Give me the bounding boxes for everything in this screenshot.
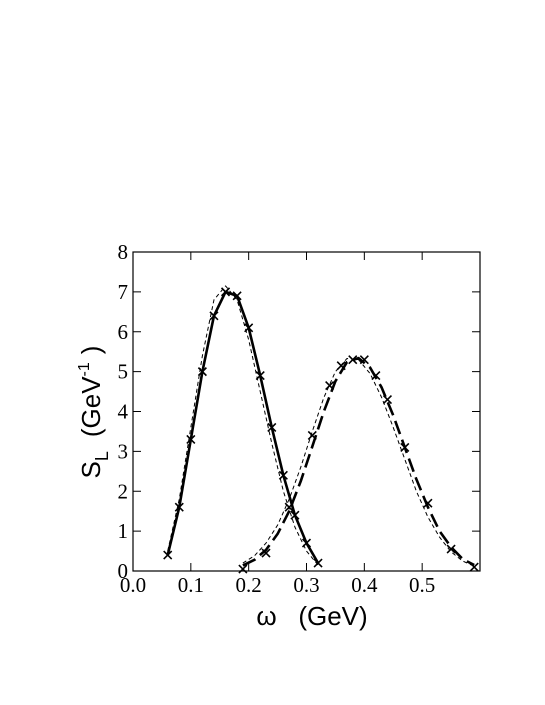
x-tick-label: 0.1 — [178, 573, 204, 597]
marker — [255, 371, 265, 381]
y-tick-label: 0 — [118, 559, 129, 583]
marker — [238, 564, 248, 574]
y-tick-label: 4 — [118, 400, 129, 424]
x-tick-label: 0.2 — [236, 573, 262, 597]
marker — [220, 287, 231, 297]
y-label-main: S — [76, 461, 106, 478]
marker — [278, 470, 288, 480]
marker — [174, 502, 184, 512]
marker — [325, 381, 335, 391]
marker — [313, 558, 323, 568]
y-tick-label: 3 — [118, 439, 129, 463]
x-tick-label: 0.0 — [120, 573, 146, 597]
curve — [166, 290, 320, 564]
marker — [336, 361, 346, 371]
marker — [307, 430, 317, 440]
marker — [197, 367, 207, 377]
y-tick-label: 1 — [118, 519, 129, 543]
x-tick-label: 0.3 — [293, 573, 319, 597]
marker — [186, 434, 196, 444]
x-axis-label: ω (GeV) — [256, 601, 367, 631]
y-tick-label: 6 — [118, 320, 129, 344]
y-tick-label: 2 — [118, 479, 129, 503]
marker — [209, 311, 219, 321]
marker — [261, 548, 271, 558]
x-tick-label: 0.5 — [409, 573, 435, 597]
curve — [167, 285, 319, 566]
marker — [400, 442, 410, 452]
marker — [232, 291, 242, 301]
y-tick-label: 7 — [118, 280, 129, 304]
x-tick-label: 0.4 — [351, 573, 378, 597]
y-tick-label: 5 — [118, 360, 129, 384]
y-label-unit: (GeV — [76, 376, 106, 437]
marker — [423, 498, 433, 508]
plot-frame — [132, 251, 481, 572]
curve — [242, 357, 475, 567]
marker — [382, 394, 393, 405]
marker — [301, 538, 312, 548]
curve — [242, 356, 475, 567]
marker — [359, 355, 369, 365]
y-label-sup: -1 — [76, 362, 93, 376]
marker — [469, 562, 479, 572]
marker — [290, 510, 300, 520]
y-tick-label: 8 — [118, 240, 129, 264]
marker — [348, 355, 358, 365]
marker — [163, 550, 173, 560]
marker — [371, 371, 381, 381]
marker — [446, 544, 456, 554]
y-axis-label: SL (GeV-1) — [76, 346, 112, 479]
y-label-close: ) — [76, 346, 106, 355]
marker — [244, 323, 254, 333]
y-label-sub: L — [92, 451, 112, 461]
marker — [267, 422, 277, 433]
marker — [284, 502, 294, 512]
